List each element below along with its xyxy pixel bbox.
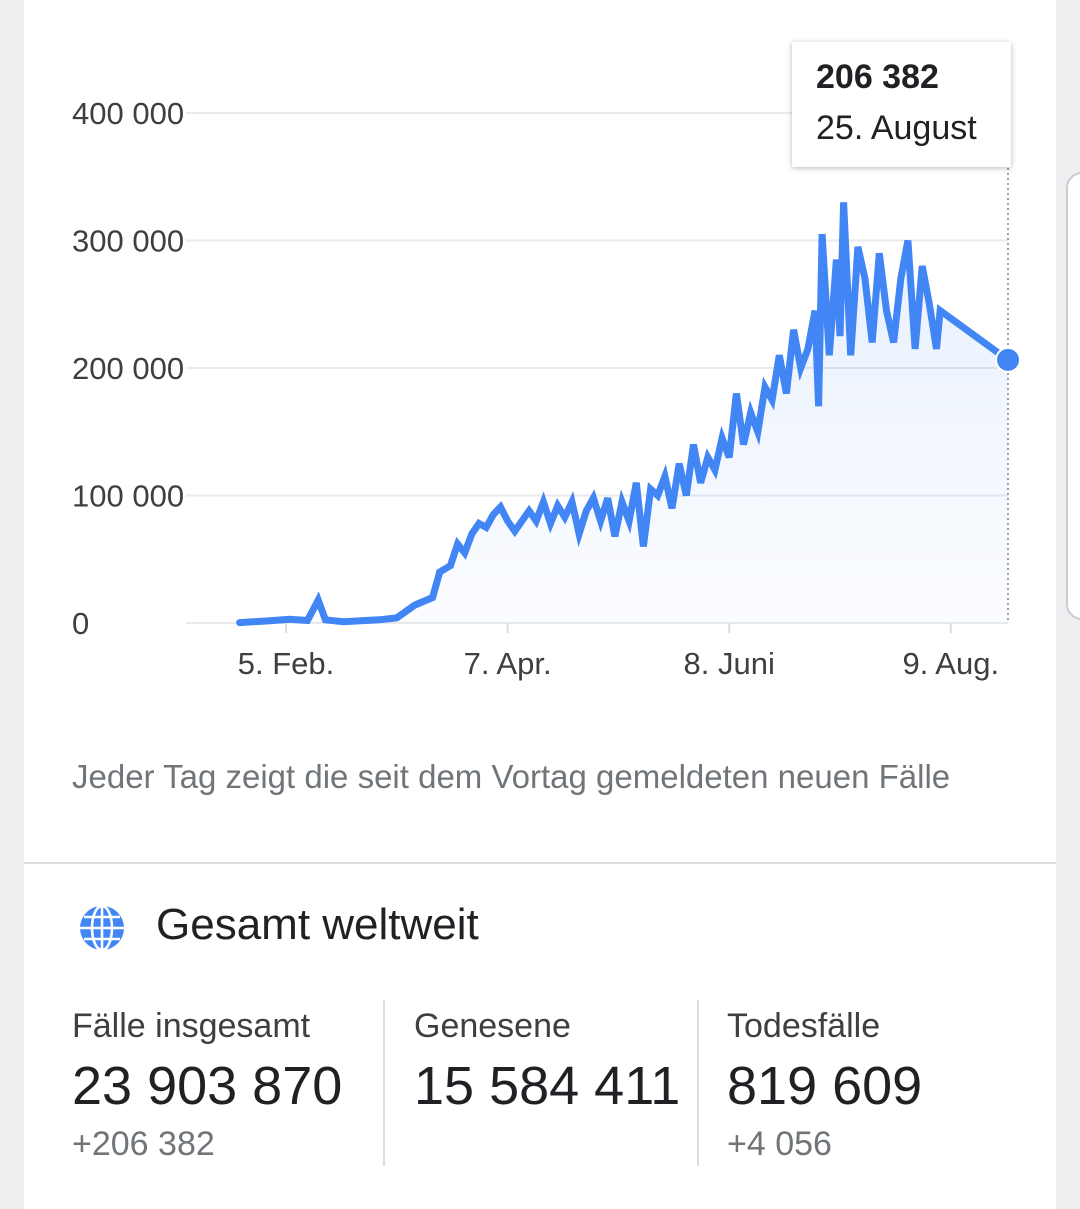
series-line bbox=[236, 202, 1012, 627]
y-tick-label: 100 000 bbox=[72, 479, 184, 514]
stat-label: Fälle insgesamt bbox=[72, 1007, 311, 1045]
tooltip-date: 25. August bbox=[816, 109, 977, 147]
x-tick-label: 7. Apr. bbox=[464, 646, 552, 681]
stat-deaths: Todesfälle 819 609 +4 056 bbox=[727, 1004, 922, 1166]
cases-chart[interactable]: 400 000 300 000 200 000 100 000 0 5. Feb. 7. A… bbox=[0, 0, 1080, 700]
y-tick-label: 300 000 bbox=[72, 224, 184, 259]
x-tick-label: 5. Feb. bbox=[238, 646, 335, 681]
tooltip-value: 206 382 bbox=[816, 58, 939, 96]
section-divider bbox=[24, 862, 1056, 864]
stat-recovered: Genesene 15 584 411 bbox=[414, 1004, 680, 1122]
stat-label: Genesene bbox=[414, 1007, 571, 1045]
stat-value: 23 903 870 bbox=[72, 1056, 343, 1116]
stat-label: Todesfälle bbox=[727, 1007, 881, 1045]
hover-point bbox=[995, 346, 1021, 373]
chart-footnote: Jeder Tag zeigt die seit dem Vortag geme… bbox=[72, 758, 951, 795]
y-tick-label: 400 000 bbox=[72, 96, 184, 131]
series-area bbox=[239, 202, 1009, 624]
y-tick-label: 200 000 bbox=[72, 351, 184, 386]
stat-value: 819 609 bbox=[727, 1056, 923, 1116]
chart-tooltip: 206 382 25. August bbox=[792, 42, 1011, 167]
x-tick-label: 9. Aug. bbox=[903, 646, 1000, 681]
x-tick-label: 8. Juni bbox=[684, 646, 775, 681]
stat-change: +4 056 bbox=[727, 1125, 832, 1163]
summary-title: Gesamt weltweit bbox=[156, 900, 479, 949]
stat-total-cases: Fälle insgesamt 23 903 870 +206 382 bbox=[72, 1004, 342, 1166]
stat-separator bbox=[383, 1000, 385, 1166]
stat-value: 15 584 411 bbox=[414, 1056, 681, 1116]
stat-change: +206 382 bbox=[72, 1125, 215, 1163]
y-tick-label: 0 bbox=[72, 606, 89, 641]
stat-separator bbox=[697, 1000, 699, 1166]
globe-icon bbox=[80, 904, 124, 952]
